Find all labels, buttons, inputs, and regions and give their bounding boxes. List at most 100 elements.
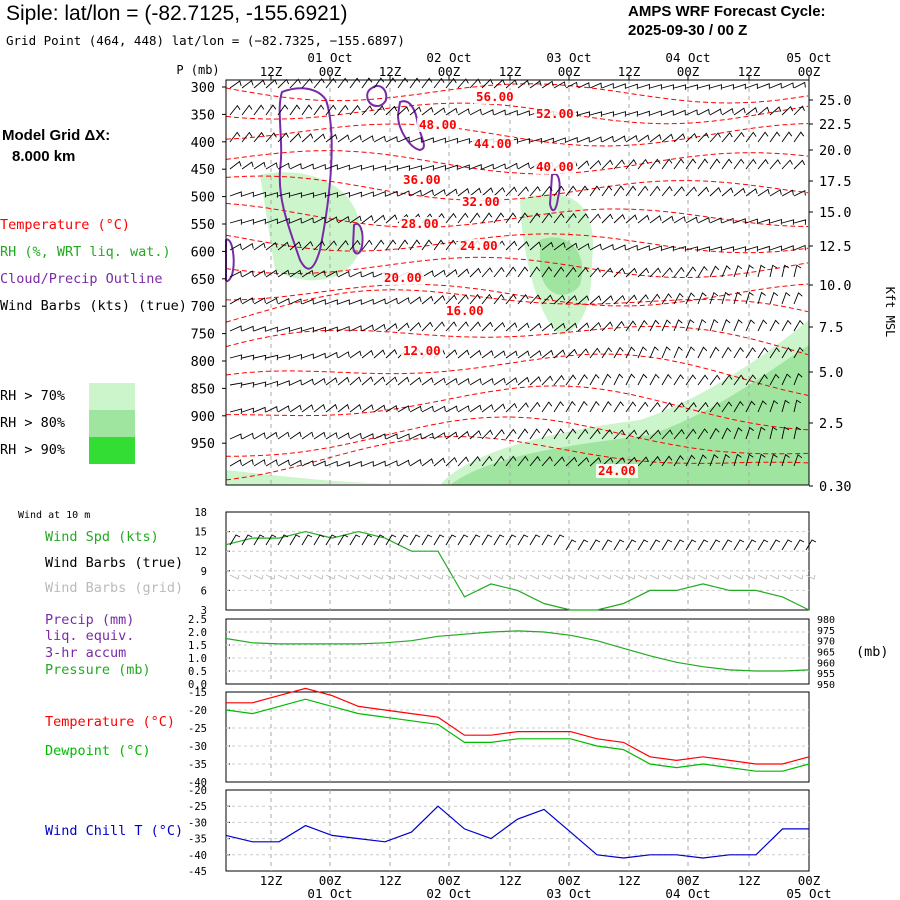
forecast-cycle-value: 2025-09-30 / 00 Z [628,22,748,39]
y2-tick-label: 950 [817,680,835,691]
precip-accum-label: 3-hr accum [45,645,127,661]
wind-barb [673,455,684,467]
wind-barb [433,188,446,197]
kft-tick-label: 17.5 [819,174,852,190]
windchill-panel: -20 -25 -30 -35 -40 -45 [188,785,810,878]
wind-barb [673,133,686,143]
wind-barb [253,326,266,332]
wind-barb-true [649,539,661,551]
wind-barb [517,110,530,116]
wind-barb-true [697,539,709,551]
wind-barb [673,429,685,440]
temperature-contour-label: 40.00 [536,159,574,174]
wind-barb [649,84,662,90]
wind-barb [793,346,804,359]
wind-barb-grid [625,574,636,580]
wind-barb [253,131,265,143]
pressure-label: Pressure (mb) [45,662,151,678]
wind-barb [349,191,362,198]
wind-barb [661,245,674,252]
wind-barb [349,432,362,440]
kft-tick-label: 10.0 [819,278,852,294]
wind-barb [553,81,566,89]
wind-barb [253,104,265,116]
wind-barb [601,213,614,224]
wind-barb [517,79,530,89]
wind-barb [613,214,626,224]
wind-barb [709,374,721,386]
y-tick-label: -30 [188,817,207,829]
wind-barb [541,322,554,332]
rh-shading [226,172,809,485]
wind-barb [793,453,803,467]
wind-barb [253,381,267,388]
wind-barb [469,430,482,440]
kft-tick-label: 25.0 [819,93,852,109]
wind-barb [433,164,446,171]
wind-barb [601,401,612,413]
wind-barb [241,191,254,198]
wind-barb [337,376,350,386]
temperature-contour-9 [225,289,809,323]
cloud-outline-4 [548,172,561,212]
wind-barb [757,347,769,359]
kft-tick-label: 0.30 [819,479,852,495]
wind-barb [781,347,792,359]
wind-barb [625,267,638,278]
temperature-label-bg [401,344,443,358]
wind-barb [709,318,719,332]
wind-barb [337,403,350,413]
wind-barb [637,267,650,278]
temperature-contour-label: 24.00 [598,463,636,478]
wind-barb [469,456,481,467]
wind-barb [601,457,614,467]
wind-barb [445,107,458,116]
wind-barb [793,399,802,413]
wind-barb [361,271,374,278]
wind-barb [409,405,422,413]
wind-barb [769,245,782,252]
wind-barb [793,244,806,251]
wind-10m-title: Wind at 10 m [18,510,91,521]
wind-barb [229,191,242,197]
legend-rh80-swatch [89,410,135,437]
wind-barb [373,165,387,171]
top-hour-tick-label: 00Z [319,64,342,79]
wind-barb [445,431,458,440]
y-tick-label: 3 [201,605,207,617]
wind-barb [769,399,779,413]
wind-barb [517,162,530,170]
top-hour-tick-label: 12Z [379,64,402,79]
wind-barb [373,77,385,89]
wind-barb [781,319,792,332]
wind-barb [325,460,338,467]
wind-barb-grid [745,574,756,580]
wind-barb-grid [697,574,708,580]
wind-barb [577,428,589,440]
wind-barb [337,215,350,224]
wind-barb [289,431,302,440]
wind-barb [433,77,445,89]
wind-barb-grid [709,574,720,580]
wind-barb [253,218,266,225]
wind-barb [445,294,458,305]
wind-barb [337,299,350,305]
wind-barb [625,456,638,467]
wind-barb [733,347,744,359]
wind-barb [625,373,636,386]
wind-barb [637,134,650,143]
wind-barb [337,191,350,198]
y-tick-label: -15 [188,687,207,699]
wind-barb-true [529,534,541,546]
wind-barb [313,133,326,143]
wind-barb [457,321,469,332]
wind-barb [613,83,626,89]
wind-barb [685,319,695,332]
wind-barb-grid [397,574,408,580]
wind-barb [325,403,338,413]
wind-barb [601,159,614,170]
wind-barb [769,319,780,332]
wind-barb [769,453,778,467]
wind-barb [577,456,590,467]
wind-barb [337,325,350,332]
